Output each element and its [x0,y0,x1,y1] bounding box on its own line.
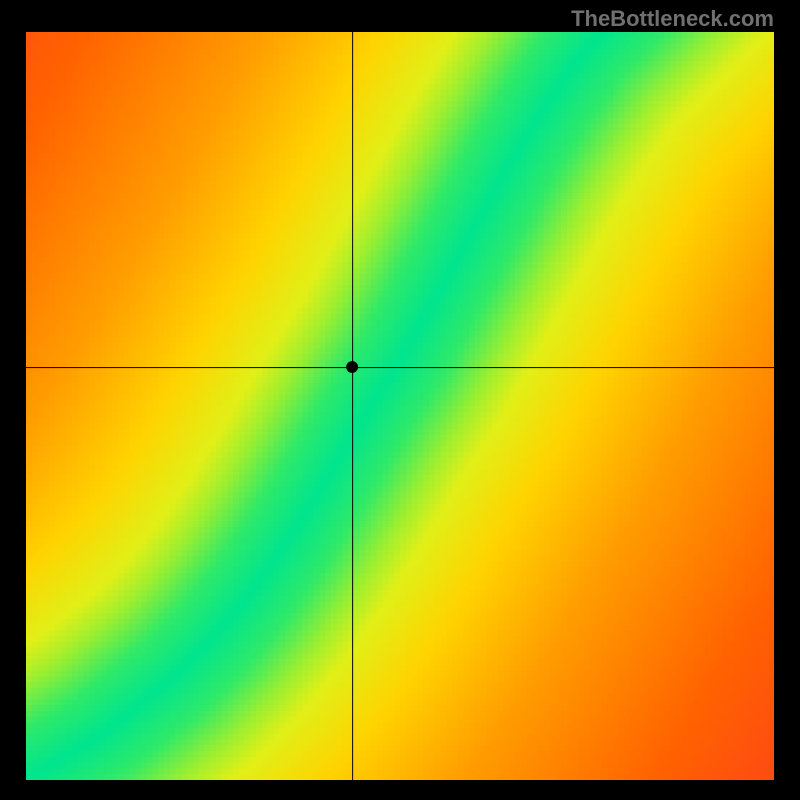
crosshair-overlay [26,32,774,780]
watermark-text: TheBottleneck.com [571,6,774,32]
chart-container: TheBottleneck.com [0,0,800,800]
heatmap-panel [26,32,774,780]
